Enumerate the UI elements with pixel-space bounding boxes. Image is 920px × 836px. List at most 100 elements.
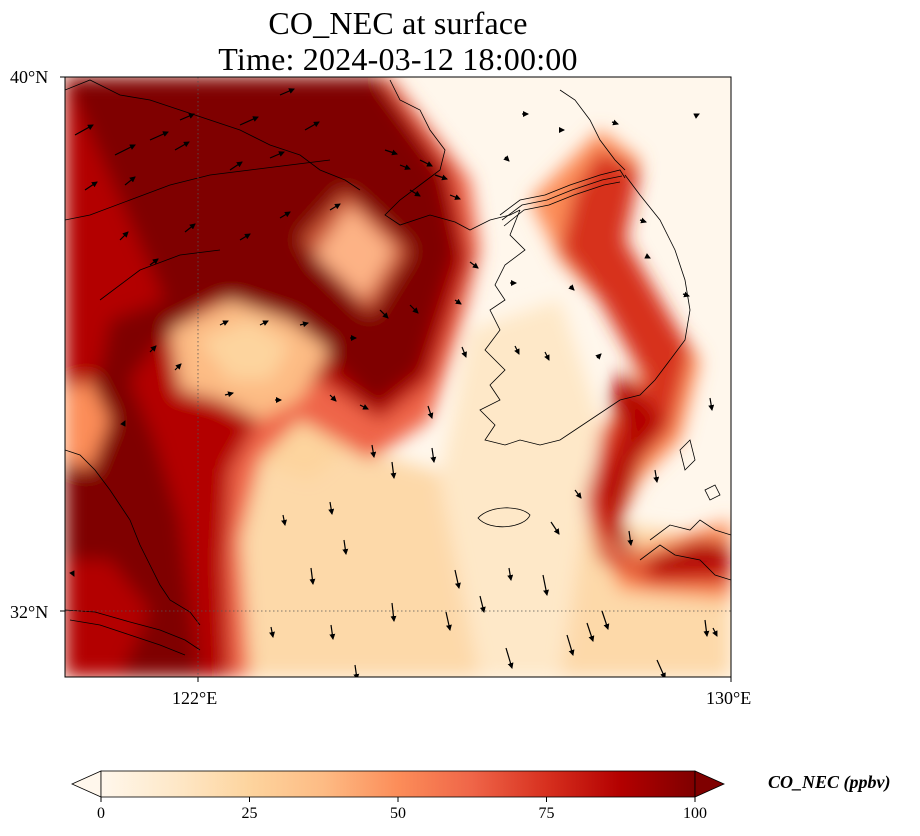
wind-arrow — [120, 420, 126, 427]
wind-arrow — [390, 461, 397, 479]
wind-arrow — [60, 386, 64, 390]
lon-tick-label-122: 122°E — [172, 688, 218, 708]
wind-arrow — [114, 144, 136, 156]
wind-arrow — [329, 394, 337, 402]
wind-arrow — [461, 346, 467, 358]
wind-arrow — [229, 161, 243, 171]
wind-arrow — [574, 489, 582, 499]
wind-arrow — [544, 351, 550, 361]
wind-arrow — [174, 363, 182, 371]
wind-arrow — [644, 253, 651, 259]
wind-arrow — [542, 574, 549, 596]
wind-arrow — [174, 141, 190, 151]
wind-arrow — [708, 397, 715, 411]
wind-arrow — [409, 189, 421, 197]
wind-arrow — [379, 309, 389, 319]
wind-arrow — [653, 469, 660, 483]
wind-arrow — [119, 231, 129, 241]
colorbar-tick-label: 50 — [390, 805, 406, 822]
map-title: CO_NEC at surface — [268, 5, 528, 41]
wind-arrow — [693, 113, 700, 119]
wind-arrow — [627, 530, 634, 546]
colorbar — [71, 770, 725, 802]
wind-arrow — [299, 321, 309, 328]
wind-vectors — [60, 88, 718, 677]
wind-arrow — [329, 203, 341, 211]
wind-arrow — [269, 151, 285, 159]
wind-arrow — [656, 659, 666, 677]
wind-arrow — [419, 159, 433, 167]
wind-arrow — [304, 121, 320, 131]
wind-arrow — [342, 539, 349, 555]
wind-arrow — [507, 567, 514, 581]
wind-arrow — [329, 624, 336, 640]
wind-arrow — [434, 174, 448, 181]
wind-arrow — [359, 404, 369, 410]
wind-arrow — [179, 113, 195, 121]
wind-arrow — [445, 611, 452, 631]
wind-arrow — [454, 298, 462, 305]
lat-tick-label-32: 32°N — [10, 602, 49, 622]
gridlines — [65, 77, 731, 677]
wind-arrow — [84, 181, 98, 191]
wind-arrow — [390, 602, 397, 622]
wind-arrow — [74, 124, 94, 136]
map-frame — [64, 76, 732, 678]
colorbar-tick-label: 100 — [683, 805, 707, 822]
wind-arrow — [328, 501, 335, 515]
wind-arrow — [595, 353, 602, 360]
wind-arrow — [712, 627, 718, 637]
wind-arrow — [469, 261, 479, 269]
wind-arrow — [219, 320, 229, 326]
wind-arrow — [399, 164, 411, 170]
wind-arrow — [224, 391, 234, 398]
colorbar-bar — [100, 770, 696, 798]
wind-arrow — [370, 444, 377, 458]
wind-arrow — [505, 647, 514, 669]
wind-arrow — [384, 149, 398, 156]
wind-arrow — [568, 284, 575, 291]
wind-arrow — [639, 217, 647, 224]
wind-arrow — [409, 304, 419, 314]
wind-arrow — [239, 116, 259, 126]
wind-arrow — [309, 567, 316, 585]
wind-arrow — [69, 570, 75, 577]
wind-arrow — [449, 194, 461, 200]
wind-arrow — [149, 258, 159, 266]
wind-arrow — [550, 521, 560, 535]
colorbar-tick-label: 25 — [241, 805, 258, 822]
wind-arrow — [503, 155, 510, 162]
wind-arrow — [566, 634, 575, 656]
colorbar-tick-label: 75 — [538, 805, 555, 822]
wind-arrow — [279, 88, 295, 96]
colorbar-label: CO_NEC (ppbv) — [768, 772, 891, 792]
wind-arrow — [427, 405, 434, 419]
map-subtitle-time: Time: 2024-03-12 18:00:00 — [218, 41, 578, 77]
lat-tick-label-40: 40°N — [10, 67, 49, 87]
wind-arrow — [703, 619, 710, 637]
wind-arrow — [454, 569, 461, 589]
wind-arrow — [124, 176, 136, 186]
colorbar-ticks — [100, 797, 696, 802]
wind-arrow — [279, 211, 291, 219]
axis-ticks — [60, 76, 732, 682]
concentration-field — [65, 77, 731, 677]
wind-arrow — [479, 595, 486, 613]
coastlines — [65, 79, 731, 656]
wind-arrow — [149, 345, 157, 353]
wind-arrow — [259, 320, 269, 326]
wind-arrow — [682, 291, 690, 298]
wind-arrow — [281, 514, 287, 526]
wind-arrow — [184, 223, 196, 233]
wind-arrow — [514, 345, 520, 355]
lon-tick-label-130: 130°E — [706, 688, 752, 708]
colorbar-tick-label: 0 — [97, 805, 105, 822]
wind-arrow — [239, 233, 251, 241]
wind-arrow — [611, 119, 619, 126]
wind-arrow — [269, 626, 275, 638]
wind-arrow — [586, 622, 595, 642]
wind-arrow — [149, 131, 169, 141]
wind-arrow — [430, 447, 437, 463]
colorbar-extend-high — [694, 770, 725, 798]
